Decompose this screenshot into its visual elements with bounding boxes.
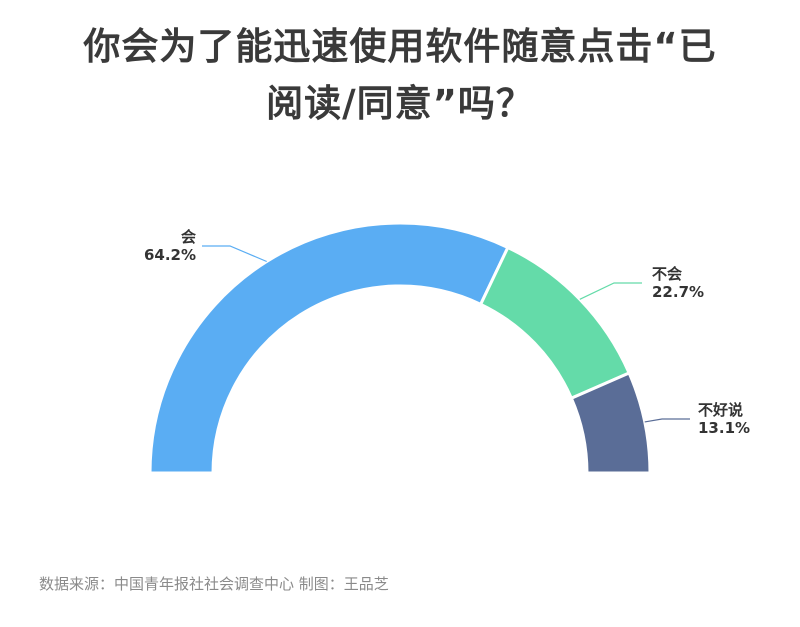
leader-line-0: [202, 245, 267, 263]
slice-2: [569, 371, 652, 475]
chart-title-line-1: 你会为了能迅速使用软件随意点击“已: [83, 25, 717, 68]
leader-line-2: [644, 418, 690, 423]
slice-value-label-2: 13.1%: [698, 419, 750, 437]
leader-line-1: [579, 282, 642, 300]
slice-label-1: 不会: [652, 265, 682, 283]
slice-value-label-1: 22.7%: [652, 283, 704, 301]
chart-title-line-2: 阅读/同意”吗？: [266, 82, 534, 125]
slice-value-label-0: 64.2%: [144, 246, 196, 264]
slice-0: [148, 221, 510, 475]
slice-label-0: 会: [181, 228, 196, 246]
slice-1: [478, 245, 632, 401]
slice-label-2: 不好说: [698, 401, 743, 419]
source-note: 数据来源：中国青年报社社会调查中心 制图：王品芝: [39, 575, 389, 593]
chart-title: 你会为了能迅速使用软件随意点击“已 阅读/同意”吗？: [0, 18, 800, 132]
